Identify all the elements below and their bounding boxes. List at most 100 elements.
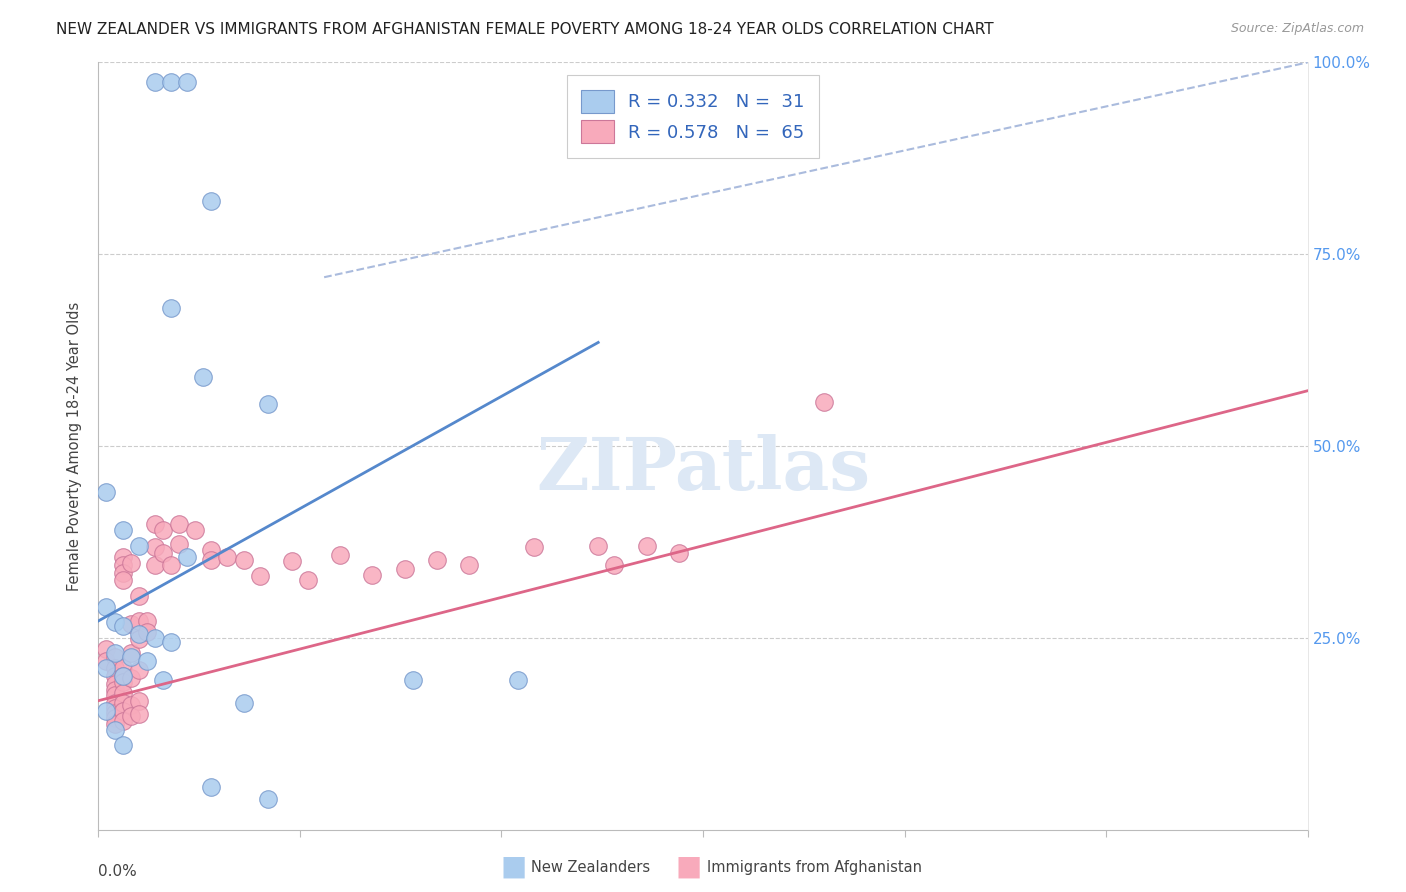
Text: NEW ZEALANDER VS IMMIGRANTS FROM AFGHANISTAN FEMALE POVERTY AMONG 18-24 YEAR OLD: NEW ZEALANDER VS IMMIGRANTS FROM AFGHANI… (56, 22, 994, 37)
Point (232, 552, 254, 566)
Point (111, 686, 134, 700)
Point (128, 632, 150, 647)
Point (402, 673, 425, 687)
Point (111, 550, 134, 565)
Point (458, 558, 481, 572)
Point (329, 548, 352, 562)
Point (103, 689, 125, 703)
Point (111, 696, 134, 710)
Point (200, 542, 222, 557)
Point (111, 669, 134, 683)
Point (128, 663, 150, 677)
Point (111, 669, 134, 683)
Text: ■: ■ (676, 853, 702, 881)
Point (128, 627, 150, 641)
Point (103, 661, 125, 675)
Point (184, 524, 207, 538)
Point (506, 673, 529, 687)
Point (111, 573, 134, 587)
Point (103, 649, 125, 664)
Point (103, 677, 125, 691)
Text: ■: ■ (501, 853, 526, 881)
Point (152, 524, 174, 538)
Point (523, 541, 546, 555)
Point (143, 541, 166, 555)
Text: Immigrants from Afghanistan: Immigrants from Afghanistan (707, 860, 922, 874)
Point (636, 539, 658, 553)
Point (135, 624, 157, 639)
Point (103, 706, 125, 720)
Point (152, 673, 174, 687)
Point (120, 709, 142, 723)
Point (111, 566, 134, 580)
Point (232, 696, 254, 710)
Point (297, 573, 319, 587)
Point (103, 696, 125, 710)
Point (152, 546, 174, 560)
Point (160, 558, 183, 572)
Point (167, 517, 190, 532)
Point (111, 675, 134, 690)
Y-axis label: Female Poverty Among 18-24 Year Olds: Female Poverty Among 18-24 Year Olds (67, 301, 83, 591)
Point (167, 537, 190, 551)
Point (120, 617, 142, 632)
Point (426, 552, 449, 566)
Text: New Zealanders: New Zealanders (531, 860, 651, 874)
Point (143, 631, 166, 645)
Point (143, 517, 166, 532)
Point (96, 600, 118, 615)
Point (103, 669, 125, 683)
Point (128, 539, 150, 553)
Point (111, 558, 134, 572)
Point (160, 634, 183, 648)
Point (176, 74, 198, 88)
Point (249, 569, 271, 583)
Point (103, 615, 125, 630)
Point (256, 792, 278, 806)
Point (120, 698, 142, 713)
Point (103, 711, 125, 725)
Point (176, 550, 198, 565)
Point (111, 738, 134, 752)
Point (103, 682, 125, 697)
Point (103, 716, 125, 731)
Point (120, 646, 142, 660)
Point (96, 661, 118, 675)
Point (128, 589, 150, 603)
Point (96, 704, 118, 718)
Point (111, 661, 134, 675)
Point (103, 646, 125, 660)
Point (135, 614, 157, 628)
Point (96, 654, 118, 668)
Point (143, 558, 166, 572)
Point (256, 397, 278, 411)
Point (200, 780, 222, 795)
Point (361, 567, 384, 582)
Point (120, 556, 142, 570)
Point (200, 552, 222, 566)
Point (160, 74, 183, 88)
Point (96, 642, 118, 657)
Text: ZIPatlas: ZIPatlas (536, 434, 870, 505)
Point (200, 194, 222, 208)
Point (281, 554, 304, 568)
Point (160, 301, 183, 315)
Legend: R = 0.332   N =  31, R = 0.578   N =  65: R = 0.332 N = 31, R = 0.578 N = 65 (567, 75, 820, 158)
Point (135, 654, 157, 668)
Point (813, 394, 835, 409)
Point (120, 671, 142, 685)
Point (143, 74, 166, 88)
Point (217, 550, 239, 565)
Point (96, 485, 118, 500)
Text: Source: ZipAtlas.com: Source: ZipAtlas.com (1230, 22, 1364, 36)
Point (111, 619, 134, 633)
Point (586, 539, 609, 553)
Point (394, 562, 416, 576)
Point (603, 558, 626, 572)
Point (111, 714, 134, 728)
Point (193, 370, 215, 384)
Point (128, 614, 150, 628)
Point (111, 524, 134, 538)
Point (128, 707, 150, 722)
Point (103, 723, 125, 737)
